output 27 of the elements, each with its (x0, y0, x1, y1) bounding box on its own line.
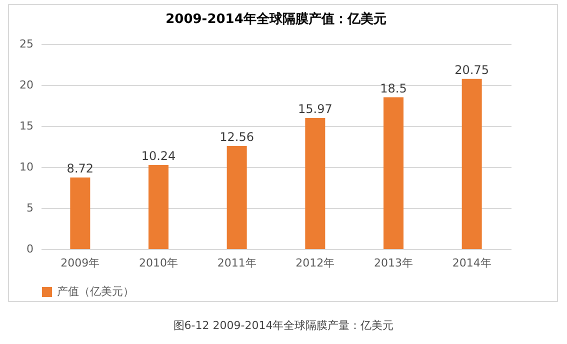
data-label: 10.24 (141, 149, 176, 164)
y-tick-label: 15 (20, 120, 34, 132)
bar (148, 165, 168, 249)
chart-title: 2009-2014年全球隔膜产值：亿美元 (166, 11, 386, 27)
x-tick-label: 2011年 (217, 256, 256, 270)
data-label: 15.97 (298, 102, 332, 116)
y-tick-label: 0 (26, 242, 34, 256)
y-tick-label: 20 (20, 78, 34, 92)
bar (384, 97, 404, 249)
data-label: 18.5 (380, 81, 407, 96)
x-tick-label: 2014年 (452, 256, 492, 270)
y-tick-label: 5 (26, 202, 34, 214)
x-tick-label: 2012年 (296, 256, 335, 270)
data-label: 8.72 (66, 161, 94, 176)
data-label: 20.75 (454, 62, 490, 77)
bar (305, 118, 326, 249)
bar (462, 78, 482, 249)
caption: 图6-12 2009-2014年全球隔膜产量：亿美元 (172, 318, 395, 333)
x-tick-label: 2010年 (139, 256, 178, 270)
y-tick-label: 25 (20, 38, 34, 50)
y-tick-label: 10 (20, 160, 34, 174)
x-tick-label: 2009年 (60, 256, 100, 270)
bar (70, 177, 90, 249)
x-tick-label: 2013年 (374, 256, 413, 270)
bar (226, 146, 247, 249)
legend-label: 产值（亿美元） (57, 285, 134, 298)
data-label: 12.56 (220, 130, 254, 144)
